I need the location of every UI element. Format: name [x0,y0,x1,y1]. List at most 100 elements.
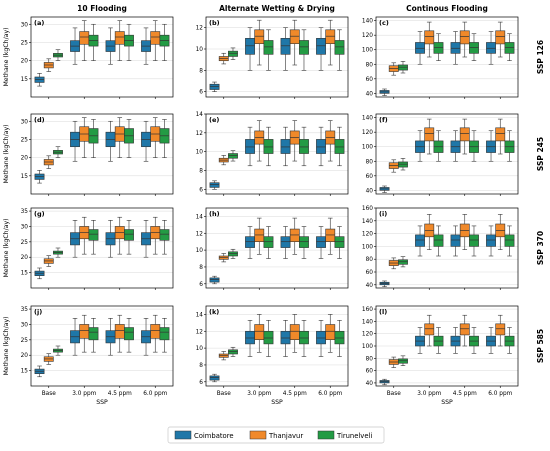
box-tirunelveli [334,40,345,55]
box-coimbatore [209,83,220,90]
x-tick-label: 3.0 ppm [72,391,96,397]
y-tick-label: 120 [362,232,373,238]
box-coimbatore [280,38,291,55]
y-tick-label: 60 [366,174,374,180]
legend-swatch-coimbatore [174,430,192,440]
y-tick-label: 8 [199,68,203,74]
box-thanjavur [79,31,90,45]
box-tirunelveli [263,40,274,55]
y-axis-label: Methane (kgCh/ay) [3,218,10,277]
box-tirunelveli [88,229,99,241]
box-coimbatore [415,42,425,54]
box-coimbatore [280,236,291,248]
box-coimbatore [280,139,291,154]
y-tick-label: 80 [366,159,374,165]
y-tick-label: 30 [21,224,29,230]
box-tirunelveli [334,236,345,248]
box-coimbatore [316,139,326,154]
box-thanjavur [289,324,300,340]
panel-frame [205,113,349,195]
y-tick-label: 6 [199,90,203,96]
box-tirunelveli [398,161,408,168]
y-tick-label: 12 [196,329,204,335]
y-tick-label: 100 [362,48,373,54]
x-axis-label: SSP [441,399,453,406]
row-label: SSP 370 [536,231,545,265]
x-axis-label: SSP [96,399,108,406]
column-title: Alternate Wetting & Drying [219,4,335,13]
box-coimbatore [209,375,220,381]
panel-l: 40 60 80 100 120 140 160 Base 3.0 ppm 4.5 ppm 6.0 … [362,305,519,406]
panel-f: 40 60 80 100 120 140 (f) [362,113,519,196]
panel-label: (b) [209,19,220,27]
panel-a: 15 20 25 30 (a) Methane (kgCh/ay) [3,16,174,99]
y-axis-label: Methane (kgCh/ay) [3,124,10,183]
panel-i: 40 60 80 100 120 140 160 (i) [362,206,519,290]
panel-label: (f) [379,116,388,124]
box-thanjavur [424,127,435,142]
legend-swatch-tirunelveli [317,430,335,440]
panel-label: (j) [34,308,42,316]
y-tick-label: 30 [21,322,29,328]
y-tick-label: 100 [362,244,373,250]
y-tick-label: 25 [21,40,29,46]
box-thanjavur [459,127,470,142]
x-tick-label: 4.5 ppm [108,391,132,397]
panel-frame [205,207,349,289]
box-coimbatore [486,234,496,247]
box-thanjavur [495,127,506,142]
y-tick-label: 120 [362,130,373,136]
box-thanjavur [254,324,265,340]
y-tick-label: 25 [21,338,29,344]
panel-label: (e) [209,116,219,124]
x-tick-label: Base [217,391,232,397]
y-tick-label: 10 [196,47,204,53]
x-tick-label: 4.5 ppm [283,391,307,397]
box-coimbatore [450,42,461,54]
box-thanjavur [325,29,336,44]
box-tirunelveli [469,234,479,247]
box-tirunelveli [263,330,274,345]
box-coimbatore [316,38,326,55]
panel-c: 40 60 80 100 120 140 (c) [362,16,519,99]
y-tick-label: 20 [21,255,29,261]
box-thanjavur [79,324,90,339]
x-tick-label: 4.5 ppm [453,391,477,397]
box-thanjavur [325,228,336,242]
y-tick-label: 10 [196,346,204,352]
y-tick-label: 12 [196,231,204,237]
box-thanjavur [495,323,506,336]
box-tirunelveli [228,50,238,57]
x-tick-label: 6.0 ppm [488,391,512,397]
y-tick-label: 40 [366,283,374,289]
y-tick-label: 40 [366,381,374,387]
box-tirunelveli [263,236,274,248]
panel-label: (l) [379,308,387,316]
legend-label: Coimbatore [194,432,234,440]
box-thanjavur [495,30,506,45]
box-thanjavur [289,29,300,44]
panel-frame [30,16,174,98]
y-tick-label: 80 [366,356,374,362]
y-tick-label: 20 [21,156,29,162]
panel-j: 15 20 25 30 35 Base 3.0 ppm 4.5 ppm 6.0 ppm (j) Me… [3,305,174,406]
panel-frame [205,305,349,387]
box-coimbatore [316,236,326,248]
panel-d: 15 20 25 30 (d) Methane (kgCh/ay) [3,113,174,196]
legend-label: Thanjavur [268,432,303,440]
panel-label: (d) [34,116,45,124]
box-tirunelveli [334,139,345,154]
y-tick-label: 30 [21,119,29,125]
box-thanjavur [424,323,435,336]
y-tick-label: 140 [362,219,373,225]
box-tirunelveli [88,327,99,341]
panel-label: (g) [34,210,45,218]
y-tick-label: 80 [366,257,374,263]
x-tick-label: 3.0 ppm [247,391,271,397]
row-label: SSP 245 [536,137,545,171]
box-tirunelveli [299,139,309,154]
box-tirunelveli [263,139,274,154]
panel-frame [375,207,519,289]
panel-label: (c) [379,19,389,27]
box-tirunelveli [228,251,238,257]
